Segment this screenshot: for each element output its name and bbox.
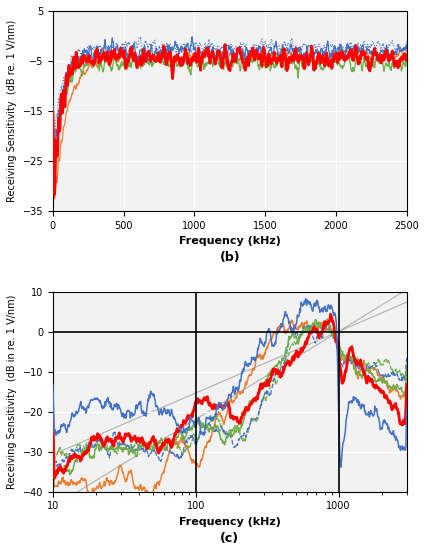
Text: (c): (c) (220, 531, 239, 544)
Y-axis label: Receiving Sensitivity  (dB re. 1 V/nm): Receiving Sensitivity (dB re. 1 V/nm) (7, 20, 17, 202)
Text: (b): (b) (219, 251, 240, 264)
X-axis label: Frequency (kHz): Frequency (kHz) (179, 517, 281, 527)
X-axis label: Frequency (kHz): Frequency (kHz) (179, 236, 281, 246)
Y-axis label: Receiving Sensitivity  (dB in re. 1 V/nm): Receiving Sensitivity (dB in re. 1 V/nm) (7, 294, 17, 489)
